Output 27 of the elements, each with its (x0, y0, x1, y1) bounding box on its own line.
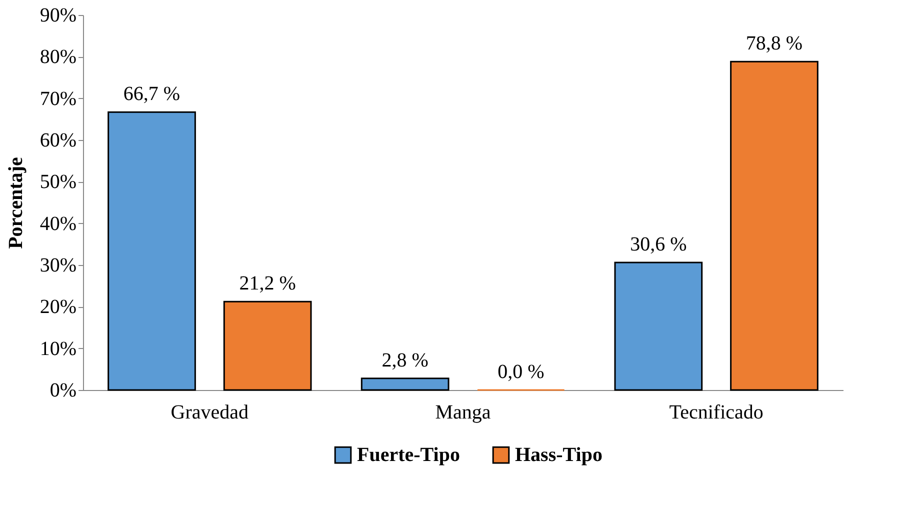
data-label: 66,7 % (123, 83, 180, 106)
y-tick-label: 0% (50, 380, 76, 402)
y-tick-label: 40% (40, 212, 76, 235)
y-tick-label: 50% (40, 171, 76, 194)
bar (360, 378, 450, 391)
y-tick-label: 30% (40, 254, 76, 276)
data-label: 78,8 % (746, 32, 803, 55)
data-label: 0,0 % (498, 361, 544, 383)
y-tick-label: 70% (40, 88, 76, 110)
y-tick-label: 10% (40, 338, 76, 360)
data-label: 2,8 % (382, 349, 428, 372)
y-tick-label: 80% (40, 46, 76, 68)
bar (108, 111, 196, 391)
legend-label: Hass-Tipo (515, 444, 602, 466)
bar (730, 60, 818, 391)
y-tick-label: 90% (40, 4, 76, 26)
bar (223, 300, 312, 391)
x-tick-label: Tecnificado (669, 402, 764, 424)
x-tick-label: Manga (435, 402, 491, 424)
data-label: 30,6 % (630, 234, 687, 256)
y-tick-label: 60% (40, 130, 76, 152)
bar (614, 262, 703, 391)
y-tick-label: 20% (40, 296, 76, 318)
y-axis-title: Porcentaje (4, 156, 27, 249)
x-tick-label: Gravedad (170, 402, 249, 424)
data-label: 21,2 % (239, 272, 296, 295)
legend-label: Fuerte-Tipo (357, 444, 460, 466)
